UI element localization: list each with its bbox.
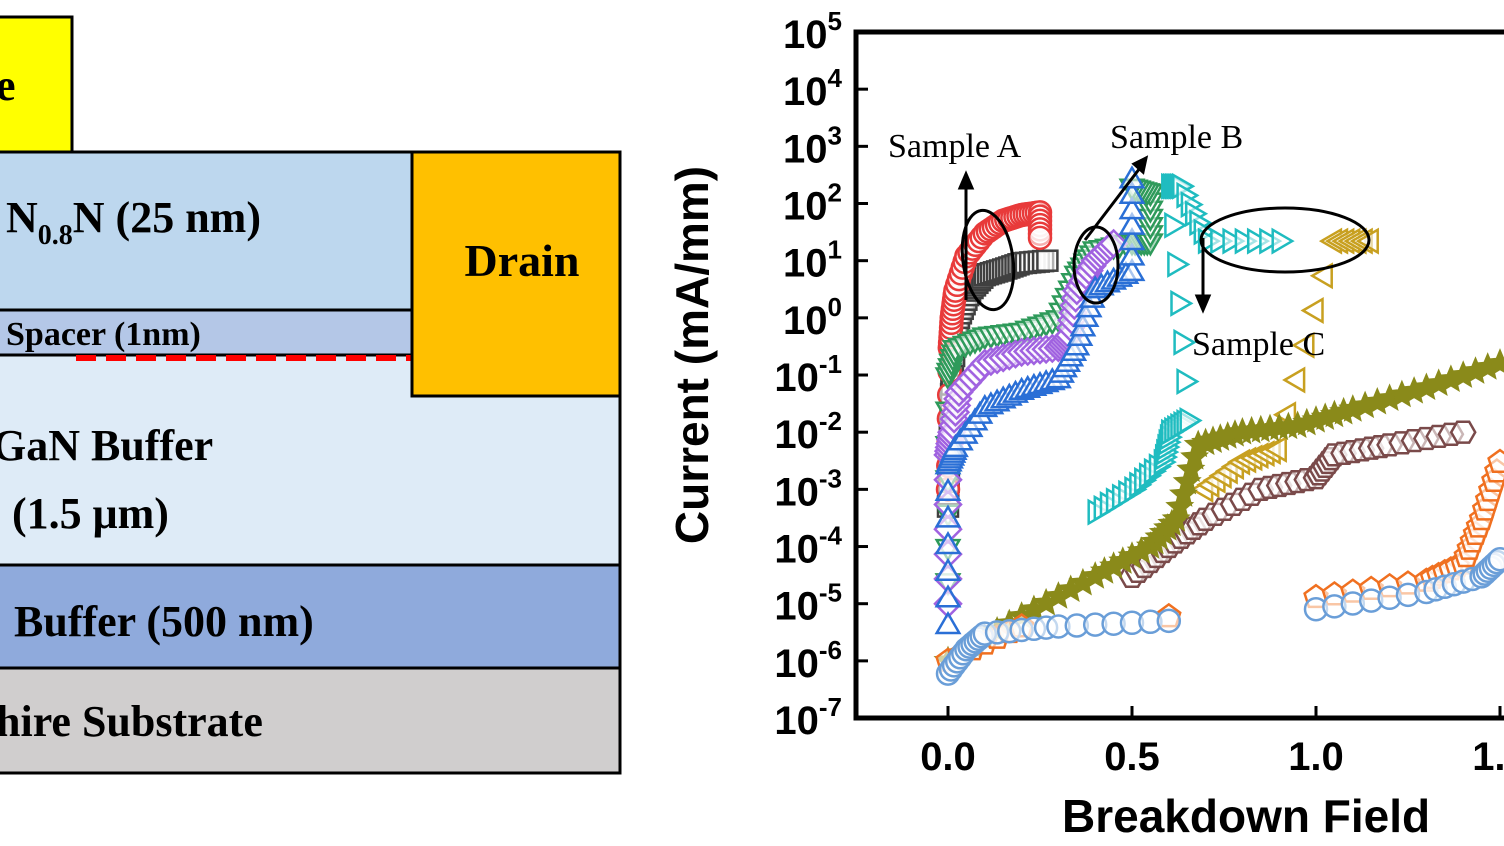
annotation-sample-a: Sample A [888, 128, 1022, 165]
annotation-callouts [957, 155, 1371, 314]
gate-contact [0, 15, 74, 154]
y-tick-label: 103 [783, 120, 842, 171]
series-5-triangle-right [1087, 172, 1295, 526]
data-point-fill [1291, 331, 1315, 359]
sample-c-arrowhead [1194, 294, 1212, 314]
data-point-fill [1118, 180, 1146, 204]
x-tick-label: 1.5 [1472, 735, 1504, 779]
barrier-label: N0.8N (25 nm) [6, 193, 261, 251]
data-point-fill [1118, 211, 1146, 235]
y-tick-label: 10-7 [774, 692, 842, 743]
y-tick-label: 10-5 [774, 578, 842, 629]
data-point [934, 611, 962, 635]
buffer-label: Buffer (500 nm) [14, 597, 314, 646]
data-point-fill [1118, 227, 1146, 251]
chart: 105 104 103 102 101 100 10-1 10-2 10-3 10-4 10-5 10… [666, 6, 1504, 842]
series-10-circle [935, 546, 1504, 686]
data-point [1485, 348, 1504, 376]
data-point-fill [934, 477, 962, 501]
buffer-layer [0, 563, 622, 670]
y-tick-label: 102 [783, 178, 842, 229]
sample-b-arrow [1083, 163, 1145, 241]
data-point [1118, 257, 1146, 282]
series-4-triangle-up [934, 165, 1146, 635]
x-tick-label: 1.0 [1288, 735, 1344, 779]
gan-buffer-label: GaN Buffer [0, 421, 213, 470]
y-axis-label: Current (mA/mm) [666, 166, 718, 544]
data-point-fill [934, 584, 962, 608]
sample-a-ellipse [960, 208, 1016, 312]
data-point-fill [1167, 250, 1191, 278]
sample-a-arrowhead [957, 170, 975, 190]
series-7-hexagon [1118, 420, 1477, 589]
spacer-label: Spacer (1nm) [6, 316, 201, 353]
data-point [1027, 225, 1053, 251]
sample-c-ellipse [1199, 206, 1371, 274]
data-point-fill [1118, 242, 1146, 266]
data-point-fill [1118, 196, 1146, 220]
data-point-fill [1170, 289, 1194, 317]
barrier-layer [0, 150, 414, 312]
data-point-fill [1234, 227, 1258, 255]
data-point-fill [1210, 227, 1234, 255]
y-tick-label: 10-1 [774, 349, 842, 400]
data-point-fill [1282, 366, 1306, 394]
device-cross-section: e N0.8N (25 nm) Spacer (1nm) Drain GaN B… [0, 15, 622, 775]
drain-contact [410, 150, 622, 398]
plot-frame [853, 29, 1504, 721]
data-point [1487, 448, 1504, 474]
gan-buffer-thickness: (1.5 μm) [12, 489, 169, 538]
data-point [1179, 407, 1203, 434]
x-tick-label: 0.0 [920, 735, 976, 779]
data-point-fill [1300, 297, 1324, 324]
annotation-sample-c: Sample C [1192, 326, 1325, 363]
series-8-star [933, 348, 1504, 674]
data-point-fill [934, 557, 962, 581]
data-point [1156, 608, 1182, 634]
data-point-fill [1259, 227, 1283, 255]
data-point [1036, 249, 1059, 272]
y-tick-label: 101 [783, 235, 842, 286]
y-tick-label: 10-2 [774, 406, 842, 457]
data-point-fill [934, 504, 962, 528]
drain-label: Drain [465, 235, 580, 286]
substrate-label: hire Substrate [0, 697, 263, 746]
y-tick-label: 10-4 [774, 521, 842, 572]
y-tick-label: 105 [783, 6, 842, 57]
data-point-fill [1164, 211, 1188, 239]
y-tick-label: 100 [783, 292, 842, 343]
data-point-fill [1222, 227, 1246, 255]
y-tick-label: 10-6 [774, 635, 842, 686]
data-point [1449, 420, 1477, 444]
data-point [1271, 227, 1295, 255]
y-tick-label: 104 [783, 63, 843, 114]
data-point-fill [1176, 368, 1200, 395]
series-6-triangle-left [1190, 227, 1379, 503]
data-point [1487, 546, 1504, 572]
x-axis-label: Breakdown Field [1062, 790, 1430, 842]
substrate-layer [0, 666, 622, 775]
data-point-fill [1173, 328, 1197, 356]
gate-label: e [0, 61, 16, 110]
data-point [1263, 435, 1287, 463]
annotation-sample-b: Sample B [1110, 119, 1243, 156]
data-point-fill [1246, 227, 1271, 255]
y-tick-label: 10-3 [774, 463, 842, 514]
sample-b-arrowhead [1131, 155, 1149, 175]
data-point-fill [934, 531, 962, 555]
x-tick-label: 0.5 [1104, 735, 1160, 779]
